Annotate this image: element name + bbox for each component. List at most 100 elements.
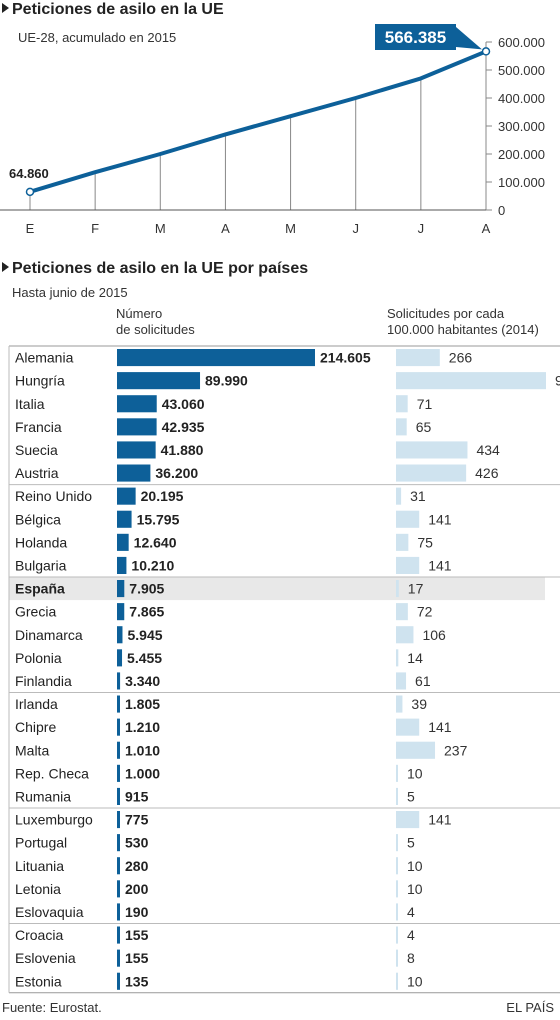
bar-requests-value: 3.340: [125, 673, 160, 689]
category-label: España: [15, 581, 65, 597]
data-label-last: 566.385: [385, 28, 446, 47]
bar-per-capita: [396, 487, 402, 505]
bar-requests: [117, 787, 120, 805]
column-header-count-line1: Número: [116, 306, 163, 321]
bullet-icon: [2, 262, 9, 272]
y-tick-label: 0: [498, 203, 505, 218]
bar-requests: [117, 764, 120, 782]
bar-requests: [117, 372, 201, 390]
category-label: Luxemburgo: [15, 812, 93, 828]
bar-per-capita: [396, 556, 420, 574]
bar-per-capita-value: 14: [407, 650, 423, 666]
bar-requests-value: 915: [125, 788, 149, 804]
bar-per-capita: [396, 603, 408, 621]
bar-requests: [117, 718, 120, 736]
category-label: Italia: [15, 396, 45, 412]
bar-requests-value: 1.010: [125, 742, 160, 758]
bar-requests-value: 1.000: [125, 765, 160, 781]
bar-per-capita-value: 10: [407, 973, 423, 989]
column-header-count-line2: de solicitudes: [116, 322, 195, 337]
bar-per-capita: [396, 695, 403, 713]
bar-requests-value: 10.210: [131, 557, 174, 573]
category-label: Lituania: [15, 858, 64, 874]
bar-requests: [117, 626, 123, 644]
bar-per-capita: [396, 649, 399, 667]
y-tick-label: 400.000: [498, 91, 545, 106]
x-tick-label: J: [418, 221, 425, 236]
bar-per-capita-value: 10: [407, 858, 423, 874]
column-header-rate: Solicitudes por cada 100.000 habitantes …: [387, 306, 539, 338]
bar-per-capita-value: 39: [411, 696, 427, 712]
bar-requests-value: 775: [125, 812, 149, 828]
category-label: Francia: [15, 419, 62, 435]
bar-per-capita: [396, 372, 546, 390]
category-label: Austria: [15, 465, 59, 481]
bar-per-capita: [396, 464, 467, 482]
bar-requests-value: 41.880: [161, 442, 204, 458]
bar-requests: [117, 741, 120, 759]
bar-requests-value: 155: [125, 927, 149, 943]
bar-requests-value: 5.455: [127, 650, 162, 666]
category-label: Polonia: [15, 650, 62, 666]
bar-requests: [117, 926, 120, 944]
bar-per-capita: [396, 418, 407, 436]
bar-per-capita: [396, 880, 398, 898]
bar-requests-value: 1.805: [125, 696, 160, 712]
bar-per-capita-value: 141: [428, 812, 452, 828]
bar-requests-value: 7.865: [129, 604, 164, 620]
bar-per-capita: [396, 741, 436, 759]
bar-requests-value: 530: [125, 835, 149, 851]
category-label: Grecia: [15, 604, 56, 620]
bar-per-capita-value: 10: [407, 881, 423, 897]
bar-requests: [117, 834, 120, 852]
y-tick-label: 200.000: [498, 147, 545, 162]
bar-per-capita-value: 72: [417, 604, 433, 620]
bar-chart: Alemania 214.605 266 Hungría 89.990 911 Italia…: [8, 345, 560, 994]
highlight-row-background: [9, 577, 545, 601]
data-label-last-pointer: [456, 27, 482, 50]
bar-requests: [117, 487, 136, 505]
bar-per-capita-value: 426: [475, 465, 499, 481]
x-tick-label: F: [91, 221, 99, 236]
bar-requests-value: 5.945: [127, 627, 162, 643]
x-tick-label: A: [482, 221, 491, 236]
bar-per-capita: [396, 787, 398, 805]
bar-per-capita: [396, 626, 414, 644]
bar-requests: [117, 949, 120, 967]
category-label: Finlandia: [15, 673, 72, 689]
bar-per-capita: [396, 441, 468, 459]
bar-requests: [117, 857, 120, 875]
bar-requests-value: 190: [125, 904, 149, 920]
category-label: Rumania: [15, 788, 71, 804]
x-tick-label: M: [285, 221, 296, 236]
bar-per-capita-value: 17: [408, 581, 424, 597]
category-label: Portugal: [15, 835, 67, 851]
bar-chart-title-text: Peticiones de asilo en la UE por países: [12, 260, 309, 277]
bar-per-capita-value: 5: [407, 835, 415, 851]
bar-per-capita-value: 237: [444, 742, 468, 758]
bar-requests-value: 155: [125, 950, 149, 966]
bar-per-capita: [396, 834, 398, 852]
bar-requests: [117, 880, 120, 898]
bar-requests: [117, 580, 125, 598]
bar-per-capita-value: 10: [407, 765, 423, 781]
bar-requests: [117, 649, 123, 667]
bar-per-capita-value: 4: [407, 904, 415, 920]
category-label: Chipre: [15, 719, 56, 735]
bar-requests-value: 1.210: [125, 719, 160, 735]
brand-logo-text: EL PAÍS: [506, 1000, 554, 1015]
bar-per-capita: [396, 857, 398, 875]
bar-requests: [117, 395, 157, 413]
bar-per-capita: [396, 903, 398, 921]
data-point-first: [25, 187, 35, 197]
bar-per-capita: [396, 972, 398, 990]
bar-per-capita-value: 141: [428, 719, 452, 735]
bar-per-capita: [396, 395, 408, 413]
bar-requests: [117, 603, 125, 621]
y-tick-label: 600.000: [498, 35, 545, 50]
bar-requests: [117, 418, 157, 436]
bar-per-capita-value: 8: [407, 950, 415, 966]
x-tick-label: J: [352, 221, 359, 236]
bar-per-capita-value: 266: [449, 350, 473, 366]
bar-requests-value: 20.195: [141, 488, 184, 504]
